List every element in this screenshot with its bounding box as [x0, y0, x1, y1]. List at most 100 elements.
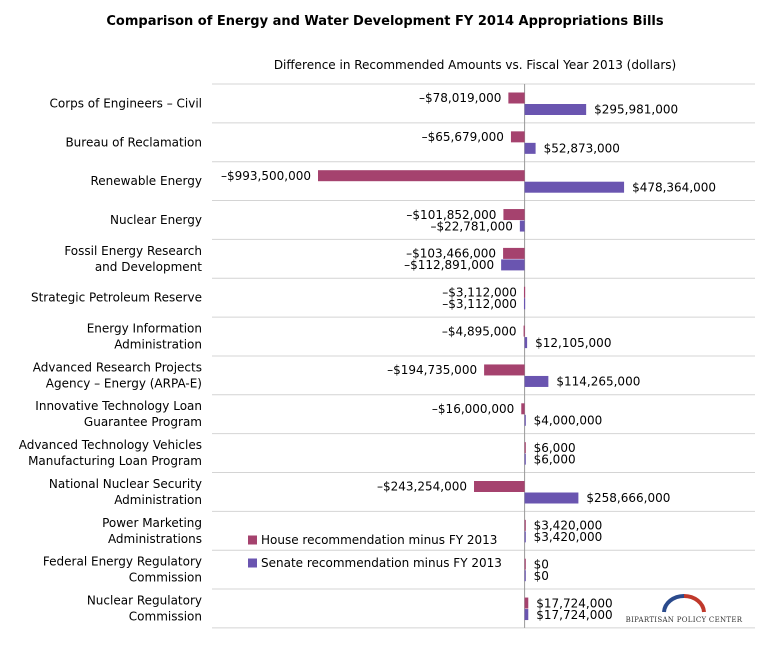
category-label-line: Fossil Energy Research [64, 244, 202, 258]
category-label-line: Commission [129, 609, 202, 623]
senate-bar [524, 492, 579, 504]
category-label-line: National Nuclear Security [49, 477, 202, 491]
data-label: –$4,895,000 [442, 324, 517, 338]
data-label: $478,364,000 [632, 180, 716, 194]
category-label-line: Renewable Energy [91, 174, 203, 188]
category-label-line: Administration [114, 493, 202, 507]
senate-bar [524, 609, 529, 621]
data-label: –$16,000,000 [432, 402, 514, 416]
logo-arc-red [683, 593, 706, 613]
category-label-line: Administration [114, 338, 202, 352]
bars [318, 92, 625, 621]
house-bar [521, 403, 525, 415]
data-label: $3,420,000 [534, 519, 603, 533]
senate-bar [524, 375, 549, 387]
senate-bar [501, 259, 525, 271]
data-label: $0 [534, 569, 549, 583]
senate-bar [524, 531, 526, 543]
category-label-line: Federal Energy Regulatory [43, 555, 202, 569]
data-label: –$993,500,000 [221, 169, 311, 183]
data-label: –$22,781,000 [431, 219, 513, 233]
category-label-line: Power Marketing [102, 516, 202, 530]
senate-bar [524, 142, 536, 154]
category-labels: Corps of Engineers – Civil Bureau of Recl… [19, 96, 203, 623]
category-label-line: Guarantee Program [84, 415, 202, 429]
senate-bar [524, 104, 587, 115]
data-label: $17,724,000 [536, 608, 612, 622]
category-label: Fossil Energy Research and Development [64, 244, 202, 274]
house-bar [523, 325, 525, 337]
category-label-line: Nuclear Energy [110, 213, 202, 227]
house-bar [510, 131, 525, 143]
category-label-line: Innovative Technology Loan [35, 399, 202, 413]
category-label-line: Advanced Technology Vehicles [19, 438, 202, 452]
category-label-line: Commission [129, 571, 202, 585]
senate-bar [523, 298, 526, 310]
house-bar [318, 170, 525, 182]
category-label-line: Administrations [108, 532, 202, 546]
chart-title: Comparison of Energy and Water Developme… [106, 14, 664, 29]
senate-bar [519, 220, 525, 232]
data-label: –$103,466,000 [406, 247, 496, 261]
senate-bar [524, 337, 528, 349]
bipartisan-policy-center-logo: BIPARTISAN POLICY CENTER [626, 593, 743, 624]
data-label: –$3,112,000 [442, 297, 517, 311]
category-label: Energy Information Administration [87, 322, 202, 352]
category-label: Innovative Technology Loan Guarantee Prog… [35, 399, 202, 429]
data-label: $6,000 [534, 441, 576, 455]
category-label: National Nuclear Security Administration [49, 477, 202, 507]
data-label: $114,265,000 [556, 375, 640, 389]
data-label: $0 [534, 557, 549, 571]
house-bar [503, 209, 525, 221]
data-label: $17,724,000 [536, 596, 612, 610]
category-label-line: Bureau of Reclamation [65, 135, 202, 149]
category-label: Nuclear Regulatory Commission [87, 593, 202, 623]
house-bar [524, 442, 526, 454]
senate-bar [524, 181, 625, 193]
category-label: Renewable Energy [91, 174, 203, 188]
data-label: $12,105,000 [535, 336, 611, 350]
data-label: $3,420,000 [534, 530, 603, 544]
category-label-line: Strategic Petroleum Reserve [31, 291, 202, 305]
data-labels: –$78,019,000 $295,981,000 –$65,679,000 $52,… [221, 91, 716, 622]
category-label-line: Energy Information [87, 322, 202, 336]
house-bar [524, 597, 529, 609]
category-label: Nuclear Energy [110, 213, 202, 227]
legend-label: House recommendation minus FY 2013 [261, 533, 497, 547]
category-label-line: Nuclear Regulatory [87, 593, 202, 607]
category-label-line: Corps of Engineers – Civil [49, 96, 202, 110]
category-label: Corps of Engineers – Civil [49, 96, 202, 110]
legend: House recommendation minus FY 2013 Senate… [248, 533, 502, 570]
house-bar [508, 92, 525, 104]
house-bar [524, 519, 526, 531]
category-label: Power Marketing Administrations [102, 516, 202, 546]
category-label: Advanced Technology Vehicles Manufacturin… [19, 438, 202, 468]
house-bar [484, 364, 525, 376]
legend-swatch [248, 558, 257, 568]
category-label-line: Agency – Energy (ARPA-E) [46, 376, 202, 390]
data-label: –$3,112,000 [442, 285, 517, 299]
data-label: $52,873,000 [544, 142, 620, 156]
category-label: Strategic Petroleum Reserve [31, 291, 202, 305]
logo-text: BIPARTISAN POLICY CENTER [626, 616, 743, 624]
category-label-line: and Development [95, 260, 202, 274]
data-label: $258,666,000 [586, 491, 670, 505]
data-label: $295,981,000 [594, 103, 678, 117]
category-label-line: Manufacturing Loan Program [28, 454, 202, 468]
data-label: $6,000 [534, 452, 576, 466]
house-bar [524, 558, 526, 570]
data-label: –$101,852,000 [406, 208, 496, 222]
legend-swatch [248, 535, 257, 545]
data-label: –$78,019,000 [419, 91, 501, 105]
data-label: –$112,891,000 [404, 258, 494, 272]
senate-bar [524, 453, 526, 465]
grid-lines [212, 83, 755, 629]
data-label: –$194,735,000 [387, 363, 477, 377]
house-bar [503, 247, 525, 259]
legend-label: Senate recommendation minus FY 2013 [261, 556, 502, 570]
category-label-line: Advanced Research Projects [33, 360, 202, 374]
category-label: Advanced Research Projects Agency – Energ… [33, 360, 202, 390]
house-bar [474, 481, 525, 492]
logo-arc-blue [662, 593, 685, 613]
